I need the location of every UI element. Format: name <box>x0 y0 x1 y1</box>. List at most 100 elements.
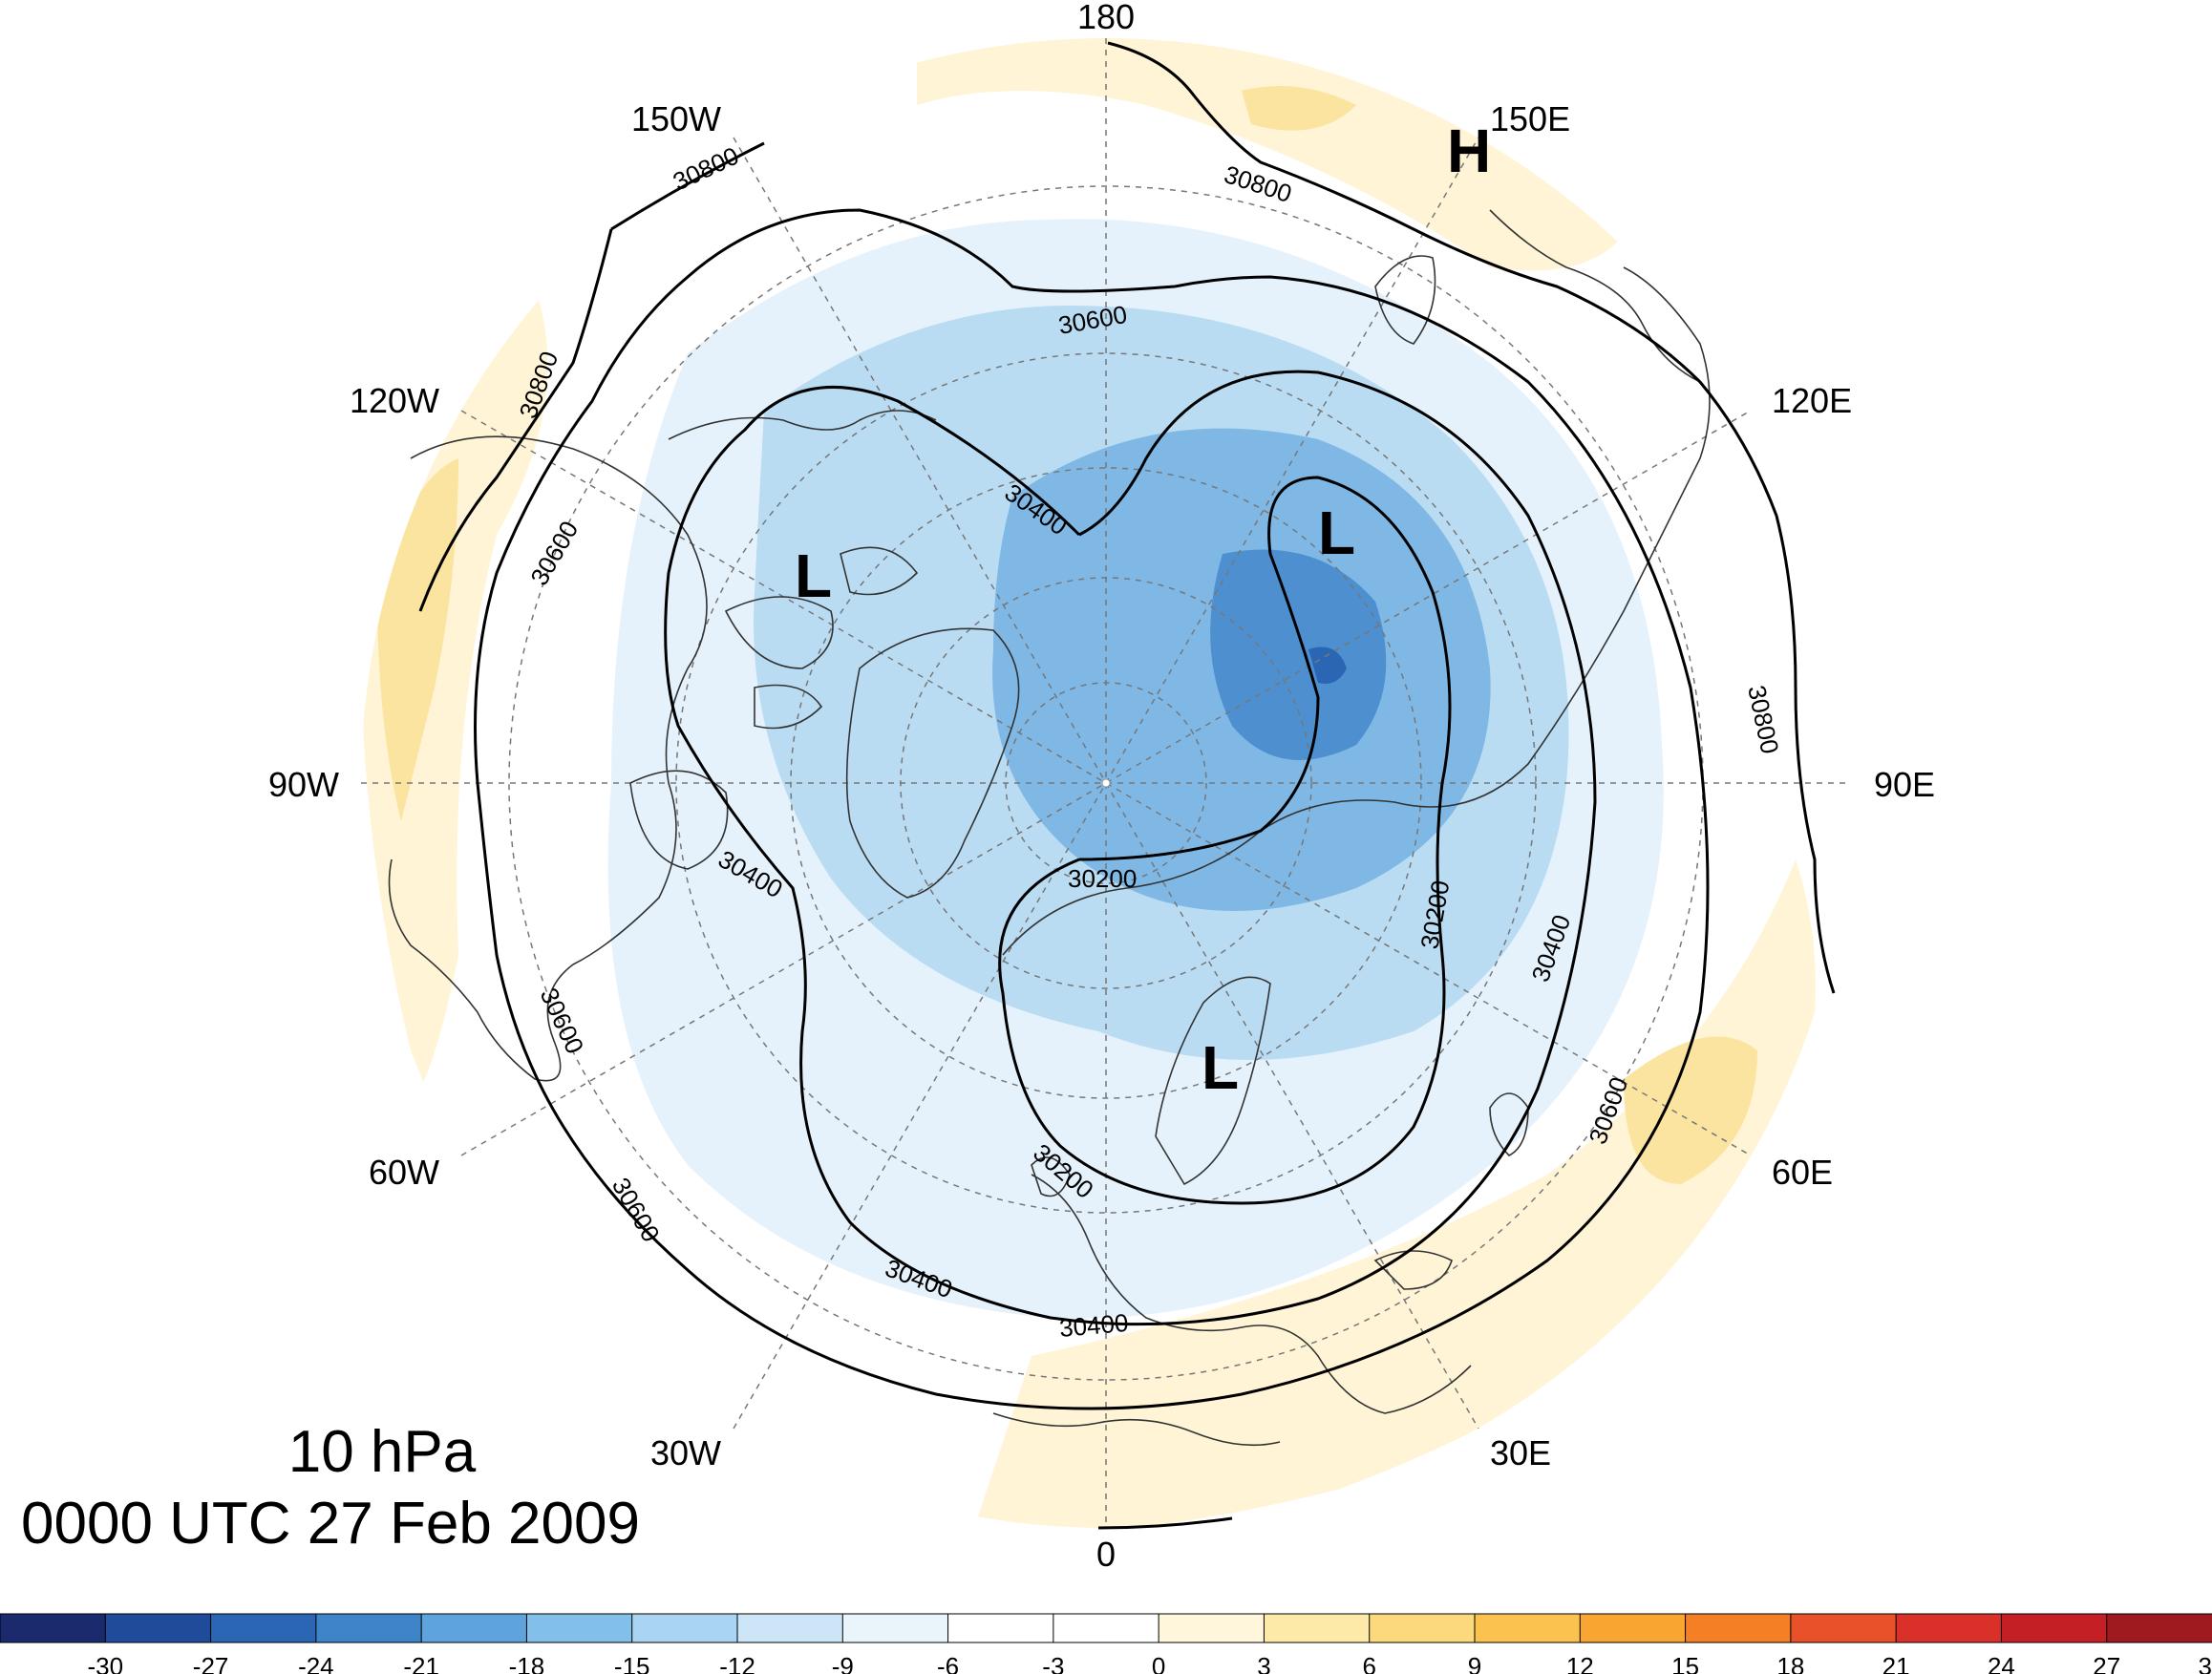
low-center: L <box>795 541 832 610</box>
colorbar-tick-label: 6 <box>1362 1652 1375 1674</box>
colorbar-segment <box>104 1613 212 1643</box>
high-center: H <box>1447 117 1491 185</box>
colorbar-tick-label: -27 <box>193 1652 229 1674</box>
contour-label: 30800 <box>669 141 743 197</box>
contour-30800-west <box>418 228 613 612</box>
contour-30400 <box>664 370 1597 1326</box>
colorbar-tick-label: 18 <box>1776 1652 1804 1674</box>
colorbar-tick-label: 0 <box>1152 1652 1165 1674</box>
lon-label-60w: 60W <box>369 1153 439 1192</box>
greenland-coast <box>845 627 1020 899</box>
colorbar-tick-label: -12 <box>719 1652 755 1674</box>
colorbar-tick-label: 9 <box>1468 1652 1481 1674</box>
colorbar-segment <box>1053 1613 1160 1643</box>
colorbar-segment <box>2000 1613 2108 1643</box>
contour-30200 <box>998 476 1452 1205</box>
low-center: L <box>1202 1033 1239 1102</box>
colorbar-tick-label: -15 <box>614 1652 650 1674</box>
colorbar-tick-label: 30 <box>2199 1652 2212 1674</box>
mediterranean-coast <box>992 1412 1281 1447</box>
lon-label-30w: 30W <box>650 1433 721 1473</box>
kamchatka <box>1374 255 1436 345</box>
contour-label: 30200 <box>1068 864 1137 893</box>
lon-label-60e: 60E <box>1772 1153 1833 1192</box>
colorbar-segment <box>420 1613 528 1643</box>
contour-30800-north <box>1107 41 1836 994</box>
lon-label-120w: 120W <box>350 381 439 420</box>
height-contours <box>418 41 1836 1530</box>
contour-label: 30600 <box>606 1173 666 1247</box>
east-asia-coast <box>1489 209 1701 383</box>
colorbar-segment <box>1579 1613 1687 1643</box>
scandinavia-coast <box>1155 976 1271 1186</box>
caspian-sea <box>1489 1092 1529 1156</box>
europe-coast <box>1031 1174 1472 1414</box>
black-sea <box>1373 1250 1453 1290</box>
contour-30600 <box>474 208 1710 1410</box>
colorbar-tick-label: -9 <box>832 1652 854 1674</box>
colorbar-segment <box>1369 1613 1476 1643</box>
colorbar-tick-label: -21 <box>403 1652 439 1674</box>
temperature-anomaly-shading <box>363 38 1816 1528</box>
cold-anomaly-core <box>1308 646 1347 684</box>
colorbar-segment <box>947 1613 1054 1643</box>
colorbar-segment <box>1158 1613 1266 1643</box>
pressure-level-title: 10 hPa <box>287 1419 477 1485</box>
colorbar-segment <box>1685 1613 1792 1643</box>
eurasia-coast <box>1002 266 1711 956</box>
hudson-bay <box>629 770 729 870</box>
colorbar: -30 -27 -24 -21 -18 -15 -12 -9 -6 -3 0 3 6 9 12 15 18 21 2… <box>0 1613 2212 1674</box>
warm-anomaly-southeast <box>974 859 1816 1528</box>
contour-label: 30600 <box>535 984 590 1058</box>
colorbar-segment <box>631 1613 739 1643</box>
lon-label-90e: 90E <box>1874 765 1935 804</box>
lon-label-150w: 150W <box>631 99 721 138</box>
contour-label: 30800 <box>1742 683 1784 756</box>
canadian-arctic-islands <box>724 546 919 730</box>
lon-label-180: 180 <box>1077 0 1135 36</box>
colorbar-tick-label: -18 <box>509 1652 545 1674</box>
low-center: L <box>1318 498 1355 567</box>
pressure-centers: H L L L <box>795 117 1491 1102</box>
colorbar-tick-label: -6 <box>937 1652 959 1674</box>
colorbar-segment <box>841 1613 949 1643</box>
contour-label: 30600 <box>524 516 584 590</box>
colorbar-segment <box>525 1613 633 1643</box>
contour-label: 30800 <box>1221 159 1295 208</box>
colorbar-tick-label: -3 <box>1042 1652 1064 1674</box>
cold-anomaly-deep <box>1210 549 1387 760</box>
colorbar-segment <box>2106 1613 2212 1643</box>
contour-label: 30400 <box>1058 1308 1130 1343</box>
pole-marker <box>1101 778 1111 788</box>
lon-label-120e: 120E <box>1772 381 1852 420</box>
colorbar-segment <box>1895 1613 2003 1643</box>
colorbar-tick-label: 24 <box>1988 1652 2015 1674</box>
colorbar-segment <box>1263 1613 1371 1643</box>
contour-30600-south <box>1097 1516 1233 1530</box>
contour-30800-northwest <box>610 141 765 231</box>
colorbar-tick-label: -24 <box>298 1652 334 1674</box>
colorbar-segment <box>315 1613 423 1643</box>
north-america-coast <box>388 435 708 1082</box>
colorbar-segment <box>210 1613 317 1643</box>
colorbar-segment <box>0 1613 107 1643</box>
british-isles <box>1031 1156 1071 1197</box>
longitude-labels: 180 150E 120E 90E 60E 30E 0 30W 60W 90W … <box>268 0 1935 1574</box>
lon-label-30e: 30E <box>1490 1433 1551 1473</box>
colorbar-tick-label: 27 <box>2093 1652 2120 1674</box>
lon-label-90w: 90W <box>268 765 339 804</box>
colorbar-segment <box>1474 1613 1582 1643</box>
colorbar-tick-label: 15 <box>1671 1652 1699 1674</box>
warm-anomaly-asia-east <box>1242 86 1356 131</box>
colorbar-tick-label: 21 <box>1882 1652 1910 1674</box>
coastlines <box>388 209 1711 1447</box>
colorbar-segment <box>1790 1613 1898 1643</box>
lon-label-150e: 150E <box>1490 99 1570 138</box>
colorbar-segment <box>736 1613 844 1643</box>
meridian-60 <box>460 410 1752 1156</box>
colorbar-tick-label: 12 <box>1566 1652 1594 1674</box>
colorbar-tick-label: -30 <box>87 1652 123 1674</box>
valid-time-title: 0000 UTC 27 Feb 2009 <box>21 1491 640 1557</box>
lon-label-0: 0 <box>1096 1535 1116 1574</box>
